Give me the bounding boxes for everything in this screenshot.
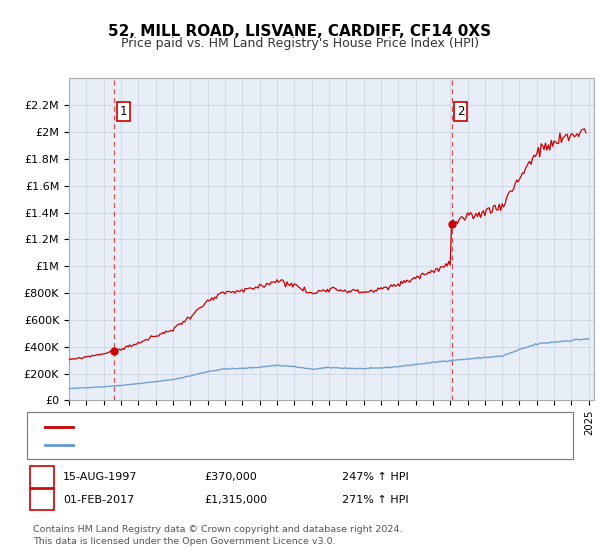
Text: 247% ↑ HPI: 247% ↑ HPI: [342, 472, 409, 482]
Text: 2: 2: [38, 493, 46, 506]
Text: 2: 2: [457, 105, 464, 119]
Text: Price paid vs. HM Land Registry's House Price Index (HPI): Price paid vs. HM Land Registry's House …: [121, 37, 479, 50]
Text: 1: 1: [119, 105, 127, 119]
Text: 52, MILL ROAD, LISVANE, CARDIFF, CF14 0XS: 52, MILL ROAD, LISVANE, CARDIFF, CF14 0X…: [109, 24, 491, 39]
Text: Contains HM Land Registry data © Crown copyright and database right 2024.: Contains HM Land Registry data © Crown c…: [33, 525, 403, 534]
Text: 01-FEB-2017: 01-FEB-2017: [63, 494, 134, 505]
Text: £1,315,000: £1,315,000: [204, 494, 267, 505]
Text: 1: 1: [38, 470, 46, 484]
Text: £370,000: £370,000: [204, 472, 257, 482]
Text: HPI: Average price, detached house, Cardiff: HPI: Average price, detached house, Card…: [80, 440, 308, 450]
Text: This data is licensed under the Open Government Licence v3.0.: This data is licensed under the Open Gov…: [33, 537, 335, 546]
Text: 271% ↑ HPI: 271% ↑ HPI: [342, 494, 409, 505]
Text: 15-AUG-1997: 15-AUG-1997: [63, 472, 137, 482]
Text: 52, MILL ROAD, LISVANE, CARDIFF, CF14 0XS (detached house): 52, MILL ROAD, LISVANE, CARDIFF, CF14 0X…: [80, 422, 410, 432]
